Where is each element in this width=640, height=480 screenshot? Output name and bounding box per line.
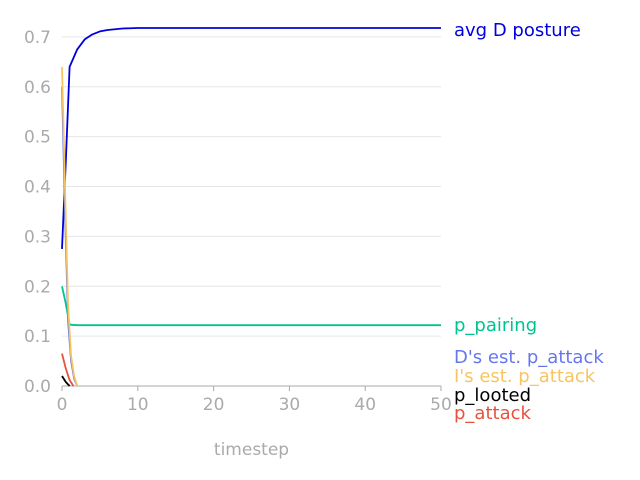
y-tick-label: 0.5 bbox=[24, 128, 51, 148]
y-tick-label: 0.7 bbox=[24, 28, 51, 48]
y-tick-label: 0.4 bbox=[24, 178, 51, 198]
series-line-p-pairing bbox=[61, 286, 441, 327]
x-tick-label: 30 bbox=[279, 395, 301, 415]
x-tick-label: 0 bbox=[57, 395, 68, 415]
x-tick-label: 20 bbox=[203, 395, 225, 415]
series-lines bbox=[61, 27, 441, 387]
y-tick-label: 0.0 bbox=[24, 377, 51, 397]
x-axis-label: timestep bbox=[214, 440, 289, 460]
x-tick-label: 50 bbox=[430, 395, 452, 415]
y-tick-label: 0.2 bbox=[24, 277, 51, 297]
x-axis: 0 10 20 30 40 50 bbox=[57, 385, 452, 415]
legend-label-p-looted: p_looted bbox=[454, 385, 531, 406]
y-tick-label: 0.1 bbox=[24, 327, 51, 347]
legend: avg D posture p_pairing D's est. p_attackI… bbox=[454, 20, 604, 424]
grid-lines bbox=[62, 36, 441, 387]
legend-label-p-pairing: p_pairing bbox=[454, 315, 537, 336]
legend-label-i-s-est-p-attack: I's est. p_attack bbox=[454, 366, 596, 387]
y-axis: 0.0 0.1 0.2 0.3 0.4 0.5 0.6 0.7 bbox=[24, 28, 51, 397]
series-line-i-s-est-p-attack bbox=[61, 66, 79, 387]
legend-label-avg-d-posture: avg D posture bbox=[454, 20, 581, 41]
x-tick-label: 10 bbox=[127, 395, 149, 415]
series-line-p-attack bbox=[61, 353, 75, 387]
y-tick-label: 0.6 bbox=[24, 78, 51, 98]
series-line-avg-d-posture bbox=[61, 27, 441, 249]
x-tick-label: 40 bbox=[354, 395, 376, 415]
series-line-p-looted bbox=[61, 375, 71, 387]
legend-label-d-s-est-p-attack: D's est. p_attack bbox=[454, 347, 604, 368]
legend-label-p-attack: p_attack bbox=[454, 403, 531, 424]
y-tick-label: 0.3 bbox=[24, 227, 51, 247]
